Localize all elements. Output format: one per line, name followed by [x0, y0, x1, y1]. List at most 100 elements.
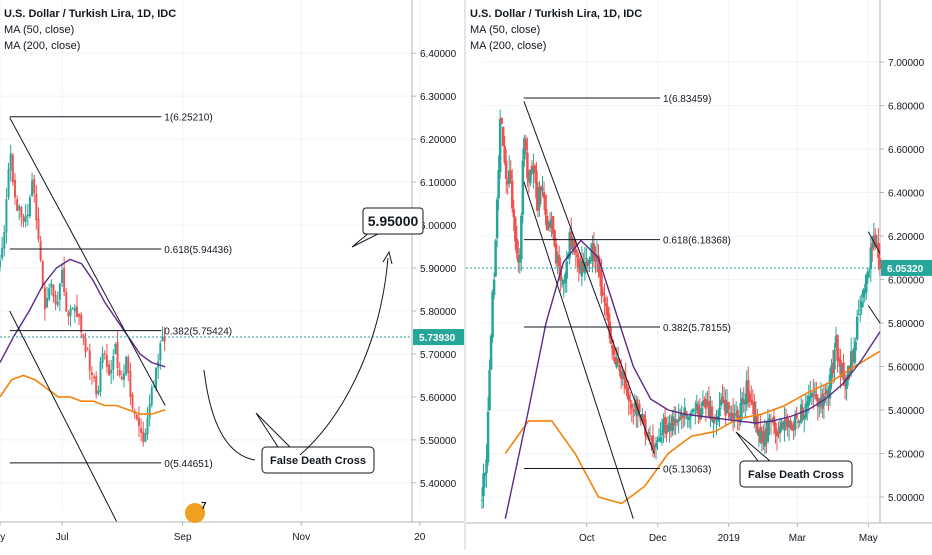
false-death-cross-label: False Death Cross	[270, 455, 366, 467]
candle-body	[857, 314, 860, 316]
chart-left-ma200-label[interactable]: MA (200, close)	[4, 40, 81, 52]
candle-body	[82, 334, 85, 339]
candle-body	[507, 170, 511, 184]
chart-right-ma200-label[interactable]: MA (200, close)	[470, 40, 547, 52]
candle-body	[740, 398, 744, 405]
candle-body	[725, 403, 729, 414]
candle-body	[152, 386, 155, 388]
candle-body	[580, 260, 584, 277]
candle-body	[818, 402, 821, 407]
candle-body	[67, 312, 70, 317]
candle-body	[809, 395, 812, 398]
candle-body	[533, 165, 537, 171]
trend-line	[523, 101, 655, 454]
candle-body	[660, 433, 664, 436]
candle-body	[11, 154, 14, 183]
candle-body	[3, 232, 6, 249]
candle-body	[860, 301, 863, 308]
y-tick-label: 6.40000	[888, 189, 925, 200]
candle-body	[728, 412, 732, 418]
candle-body	[532, 167, 535, 174]
x-tick-label: Sep	[174, 532, 192, 543]
candle-body	[598, 268, 602, 277]
candle-body	[52, 284, 55, 297]
candle-body	[146, 418, 149, 435]
candle-body	[570, 231, 573, 250]
candle-body	[511, 180, 514, 209]
candle-body	[526, 152, 529, 179]
candle-body	[503, 145, 506, 163]
candle-body	[482, 473, 485, 497]
candle-body	[112, 355, 115, 370]
candle-body	[865, 275, 868, 293]
candle-body	[99, 361, 102, 392]
candle-body	[748, 393, 752, 403]
chart-panel-left[interactable]: 6.40000 6.30000 6.20000 6.10000 6.00000 5.900…	[0, 0, 469, 550]
candle-body	[554, 243, 558, 264]
candle-body	[39, 240, 42, 261]
candle-body	[625, 387, 629, 396]
candle-body	[541, 188, 544, 190]
chart-left-ma50-label[interactable]: MA (50, close)	[4, 24, 75, 36]
chart-panel-right[interactable]: 7.00000 6.80000 6.60000 6.40000 6.20000 6.000…	[466, 0, 932, 550]
candle-body	[48, 288, 51, 300]
candle-body	[783, 420, 786, 431]
candle-body	[129, 371, 132, 397]
candle-body	[557, 254, 561, 267]
projection-curve-down	[203, 369, 256, 461]
candle-body	[641, 413, 644, 422]
candle-body	[492, 279, 496, 295]
candle-body	[150, 387, 153, 405]
candle-body	[550, 219, 553, 226]
fib-level-label: 0(5.44651)	[164, 459, 212, 470]
candle-body	[727, 402, 730, 410]
y-tick-label: 5.80000	[420, 307, 457, 318]
candle-body	[644, 419, 647, 436]
candle-body	[501, 126, 505, 146]
fib-level-label: 0(5.13063)	[663, 465, 711, 476]
candle-body	[515, 238, 519, 254]
candle-body	[93, 376, 96, 379]
trend-line	[9, 117, 166, 406]
candle-body	[815, 393, 818, 400]
candle-body	[0, 260, 1, 267]
candle-body	[629, 400, 632, 402]
candle-body	[692, 409, 696, 411]
candle-body	[743, 402, 747, 405]
y-tick-label: 5.40000	[420, 479, 457, 490]
candle-body	[674, 419, 677, 423]
candle-body	[131, 394, 134, 409]
candle-body	[718, 407, 721, 417]
candle-body	[751, 401, 755, 405]
candle-body	[790, 424, 794, 431]
candle-body	[120, 376, 123, 380]
callout-pointer	[255, 412, 292, 448]
candle-body	[742, 399, 745, 403]
chart-right-canvas[interactable]: 7.00000 6.80000 6.60000 6.40000 6.20000 6.000…	[466, 0, 932, 550]
legend-left: U.S. Dollar / Turkish Lira, 1D, IDC MA (…	[4, 6, 176, 54]
candle-body	[13, 179, 16, 198]
chart-right-ma50-label[interactable]: MA (50, close)	[470, 24, 541, 36]
candle-body	[607, 313, 611, 329]
candle-body	[601, 292, 605, 295]
candle-body	[125, 356, 128, 375]
candle-body	[37, 218, 40, 240]
candle-body	[866, 271, 870, 278]
candle-body	[488, 370, 491, 411]
candle-body	[703, 400, 706, 402]
candle-body	[22, 216, 25, 222]
candle-body	[5, 199, 8, 233]
candle-body	[733, 417, 736, 419]
chart-left-canvas[interactable]: 6.40000 6.30000 6.20000 6.10000 6.00000 5.900…	[0, 0, 469, 550]
candle-body	[736, 410, 739, 421]
candle-body	[622, 372, 626, 380]
x-tick-label: ay	[0, 532, 5, 543]
false-death-cross-label: False Death Cross	[748, 469, 844, 481]
candle-body	[647, 432, 650, 434]
candle-body	[148, 404, 151, 419]
y-tick-label: 6.40000	[420, 49, 457, 60]
candle-body	[855, 316, 859, 340]
candle-body	[846, 365, 850, 381]
candle-body	[144, 433, 147, 442]
candle-body	[556, 255, 559, 262]
